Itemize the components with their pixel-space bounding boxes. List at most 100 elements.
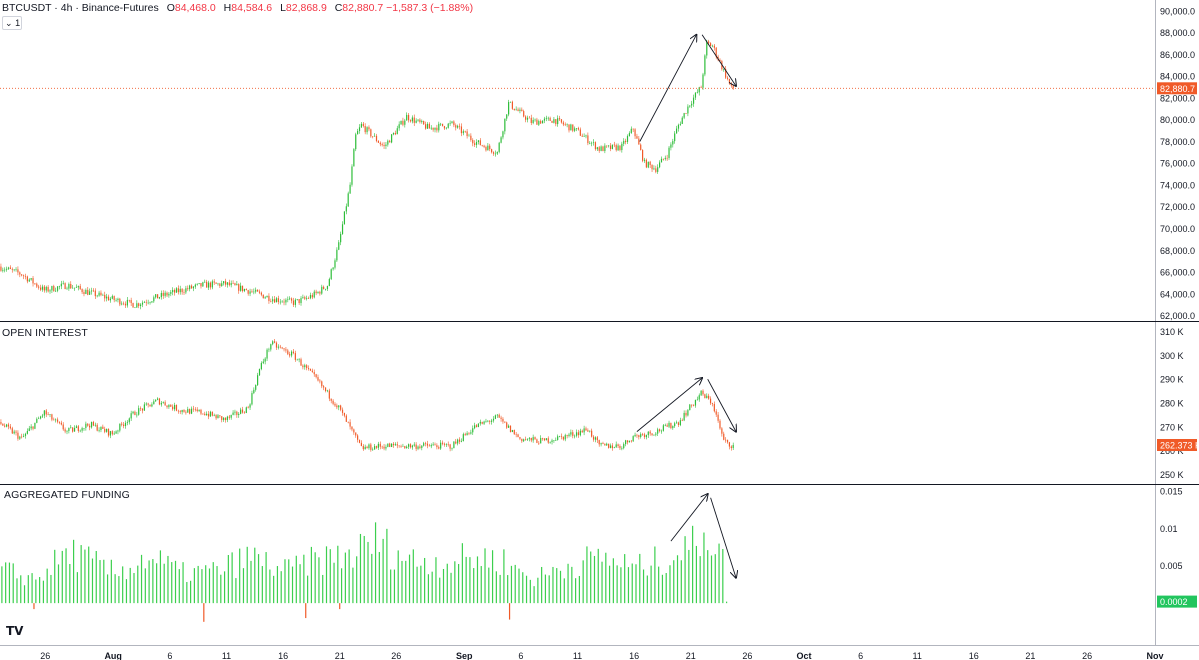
candle (704, 393, 706, 399)
candle (156, 397, 159, 401)
candle (534, 436, 536, 440)
funding-bar (507, 575, 509, 604)
candle (98, 290, 100, 297)
candle (466, 431, 468, 436)
candle (683, 112, 685, 120)
funding-bar (491, 550, 494, 604)
candle (245, 288, 247, 291)
candle (200, 282, 202, 289)
funding-bar (397, 550, 399, 604)
funding-bar (661, 574, 664, 604)
candle (377, 140, 379, 143)
candle (475, 139, 478, 148)
funding-bar (106, 574, 109, 604)
candle (113, 431, 115, 436)
funding-bar (99, 560, 101, 604)
candle (608, 145, 610, 148)
candle (281, 300, 283, 303)
candle (181, 288, 183, 295)
funding-bar (446, 563, 448, 604)
funding-bar (118, 576, 120, 604)
candle (709, 396, 712, 406)
candle (70, 281, 72, 289)
funding-bar (703, 532, 705, 604)
candle (704, 54, 706, 77)
candle (700, 85, 702, 88)
candle (192, 405, 195, 412)
trend-arrow (670, 494, 708, 542)
candle (430, 125, 432, 130)
funding-bar (620, 567, 622, 604)
candle (136, 300, 138, 309)
funding-bar (65, 548, 67, 604)
candle (60, 280, 62, 290)
candle (485, 418, 487, 423)
candle (394, 442, 396, 446)
candle (353, 148, 355, 167)
candle (209, 281, 212, 290)
y-tick-label: 66,000.0 (1160, 268, 1195, 278)
funding-bar (352, 567, 354, 604)
funding-bar (137, 565, 139, 604)
candle (694, 399, 697, 408)
candle (24, 273, 27, 280)
candle (717, 411, 719, 423)
candle (336, 247, 338, 262)
funding-bar (223, 571, 226, 604)
candle (536, 117, 538, 125)
candle (470, 429, 472, 435)
candle (511, 100, 513, 110)
candle (434, 442, 436, 446)
candle (725, 437, 727, 443)
candle (275, 296, 278, 303)
candle (640, 432, 642, 439)
funding-bar (469, 557, 471, 604)
candle (241, 406, 244, 414)
candle (728, 441, 731, 450)
candle (464, 432, 466, 436)
funding-bar (424, 557, 426, 604)
candle (338, 240, 340, 251)
candle (474, 422, 476, 430)
candle (338, 405, 340, 411)
candle (675, 420, 678, 424)
candle (22, 274, 25, 280)
funding-bar (12, 563, 14, 604)
candle (391, 443, 393, 448)
candle (236, 281, 238, 286)
y-tick-label: 70,000.0 (1160, 224, 1195, 234)
candle (85, 421, 87, 431)
candle (687, 104, 689, 117)
candle (643, 157, 646, 163)
trend-arrow (636, 378, 702, 432)
candle (489, 420, 491, 425)
symbol-label[interactable]: BTCUSDT · 4h · Binance-Futures (2, 2, 159, 14)
candle (532, 434, 534, 443)
candle (513, 429, 515, 435)
candle (592, 139, 595, 146)
candle (423, 120, 425, 125)
funding-bar (442, 568, 445, 604)
candle (89, 423, 91, 431)
candle (438, 445, 440, 450)
candle (596, 146, 598, 152)
candle (309, 368, 312, 371)
funding-bar (575, 578, 577, 604)
funding-bar (197, 565, 199, 604)
funding-bar (590, 551, 592, 604)
candle (26, 275, 28, 284)
candle (90, 421, 93, 429)
candle (426, 440, 429, 449)
x-tick-label: 6 (167, 651, 172, 660)
funding-bar (20, 575, 22, 604)
candle (728, 78, 731, 85)
candle (332, 266, 334, 271)
interval-button[interactable]: ⌄ 1 (2, 16, 22, 30)
candle (360, 440, 363, 447)
candle (470, 133, 472, 142)
svg-text:0.0002: 0.0002 (1160, 597, 1188, 607)
candle (202, 413, 204, 415)
candle (49, 289, 51, 294)
candle (468, 432, 470, 436)
